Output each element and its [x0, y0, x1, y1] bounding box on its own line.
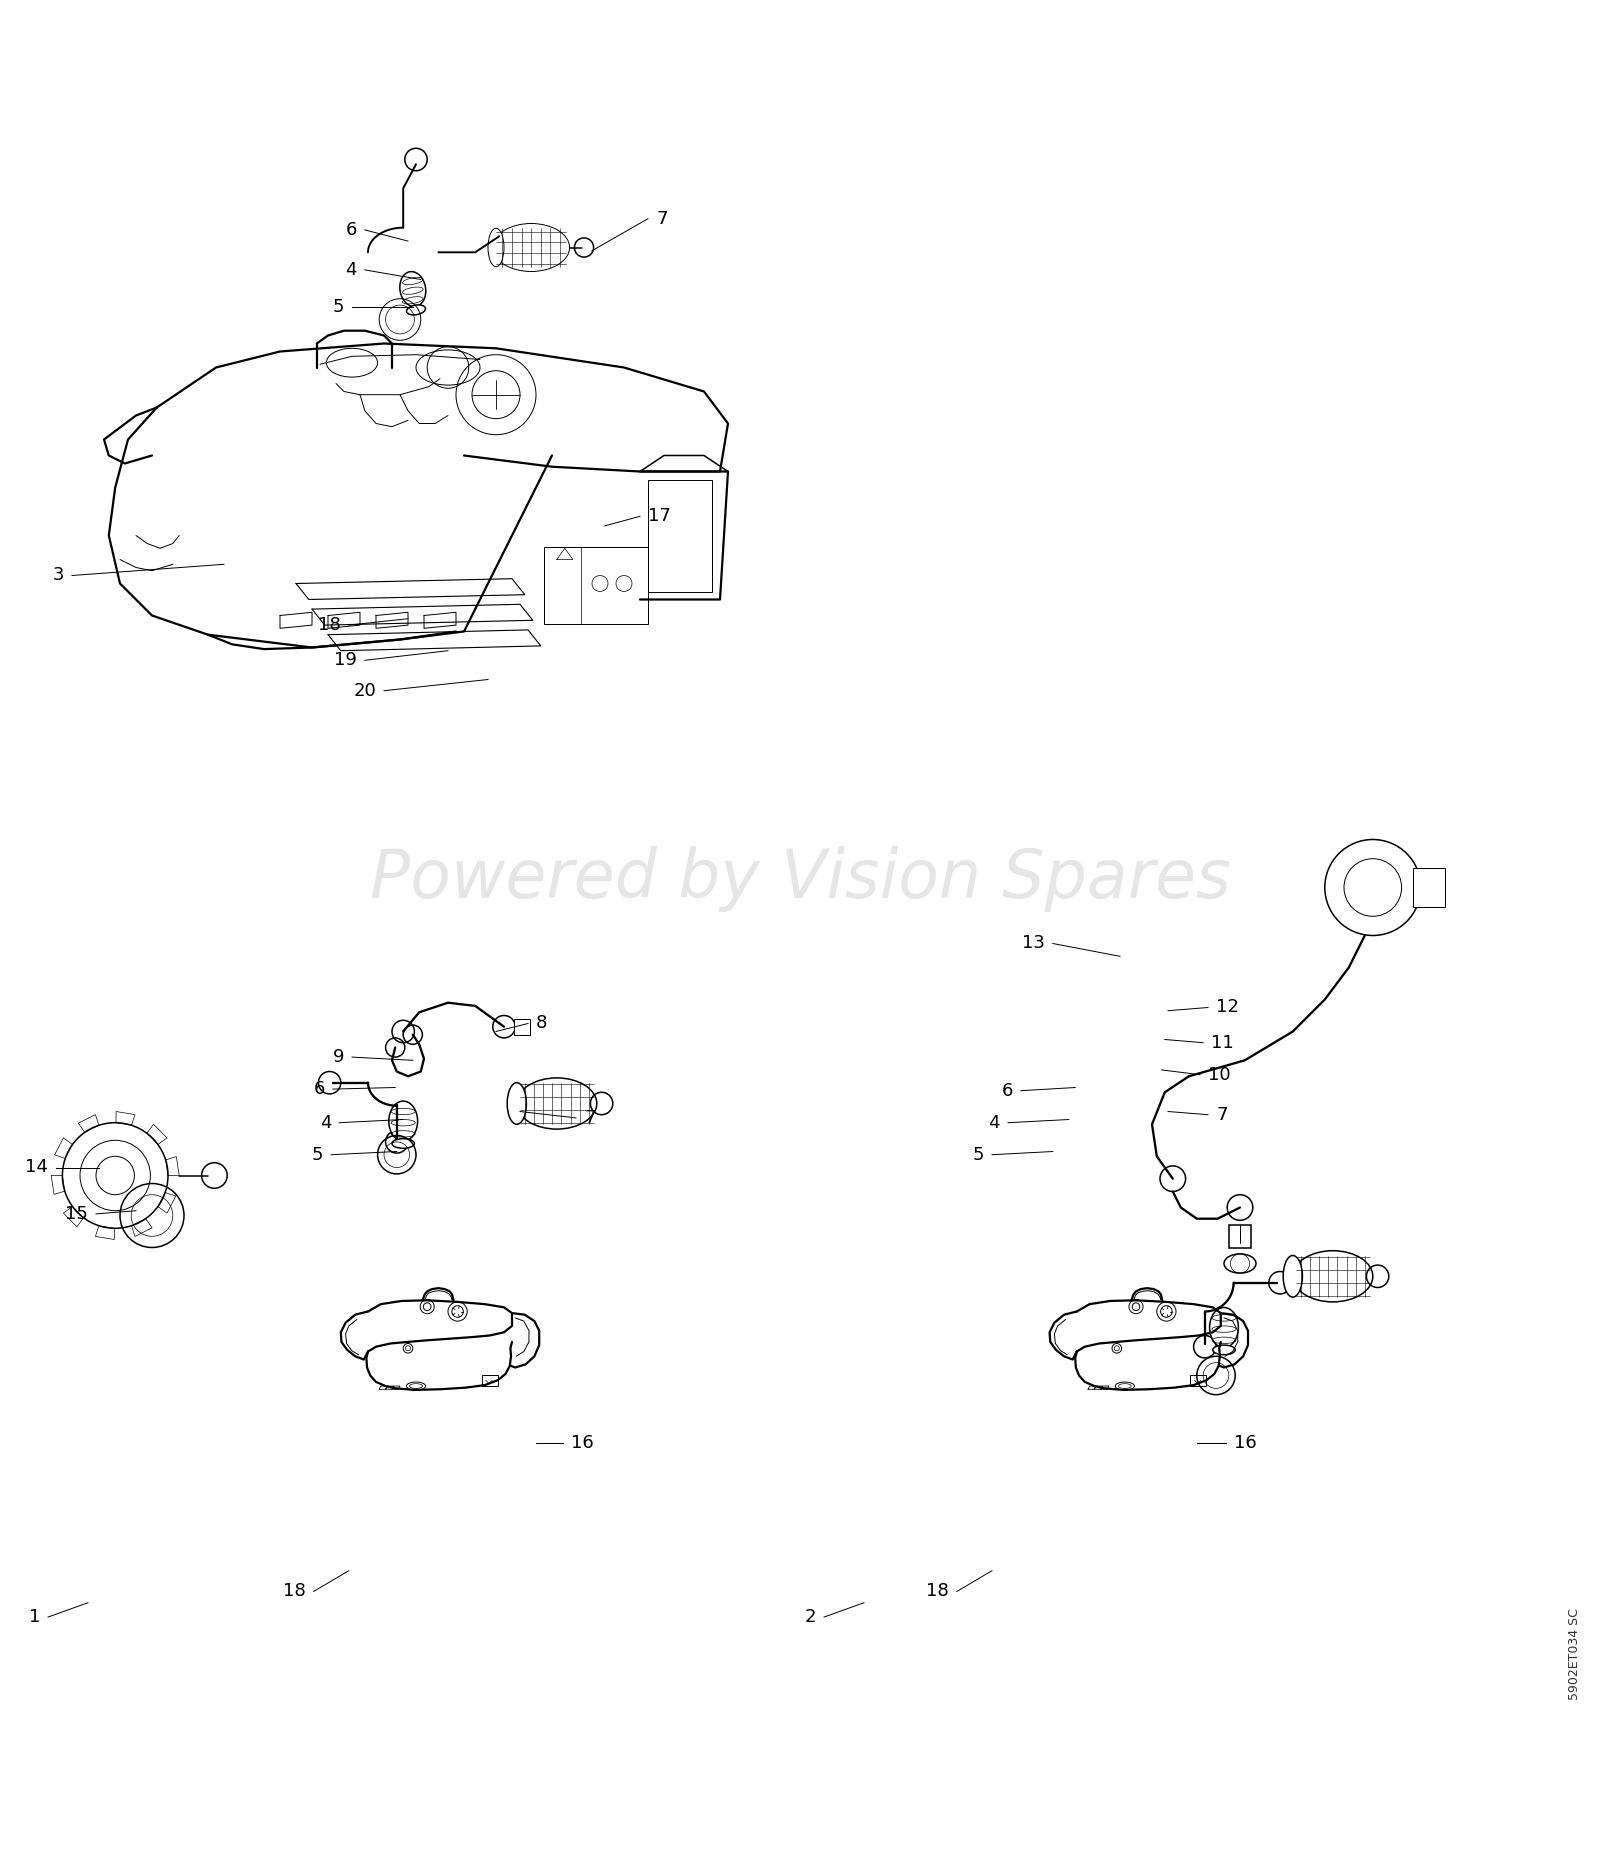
Text: 4: 4	[346, 260, 357, 279]
Ellipse shape	[1115, 1383, 1134, 1390]
Ellipse shape	[392, 1139, 414, 1149]
Ellipse shape	[493, 223, 570, 271]
Bar	[648, 479, 712, 591]
Text: 11: 11	[1211, 1033, 1234, 1052]
Text: 4: 4	[320, 1113, 331, 1132]
Text: Powered by Vision Spares: Powered by Vision Spares	[370, 846, 1230, 913]
Ellipse shape	[1293, 1250, 1373, 1302]
Bar	[482, 1375, 498, 1386]
Text: 15: 15	[66, 1205, 88, 1224]
Text: 5902ET034 SC: 5902ET034 SC	[1568, 1609, 1581, 1701]
Text: 5: 5	[973, 1145, 984, 1164]
Ellipse shape	[400, 271, 426, 307]
Text: 18: 18	[926, 1583, 949, 1600]
Ellipse shape	[517, 1078, 597, 1128]
Text: 3: 3	[53, 567, 64, 584]
Ellipse shape	[1283, 1255, 1302, 1297]
Text: 13: 13	[1022, 934, 1045, 952]
Text: 6: 6	[346, 221, 357, 239]
Ellipse shape	[416, 350, 480, 385]
Ellipse shape	[1118, 1385, 1131, 1388]
Text: 4: 4	[989, 1113, 1000, 1132]
Text: 9: 9	[333, 1048, 344, 1066]
Ellipse shape	[326, 348, 378, 378]
Text: 7: 7	[584, 1110, 595, 1126]
Text: 2: 2	[805, 1607, 816, 1626]
Text: 14: 14	[26, 1158, 48, 1177]
Text: 6: 6	[314, 1080, 325, 1098]
Text: 16: 16	[1234, 1433, 1256, 1452]
Ellipse shape	[410, 1385, 422, 1388]
Ellipse shape	[406, 305, 426, 314]
Ellipse shape	[1224, 1254, 1256, 1272]
Text: 18: 18	[318, 616, 341, 634]
Bar	[1413, 868, 1445, 907]
Bar	[544, 546, 648, 623]
Ellipse shape	[488, 228, 504, 268]
Text: 7: 7	[656, 210, 667, 228]
Bar	[514, 1018, 530, 1035]
Text: 10: 10	[1208, 1066, 1230, 1083]
Text: 16: 16	[571, 1433, 594, 1452]
Text: 5: 5	[312, 1145, 323, 1164]
Bar	[1229, 1226, 1251, 1248]
Ellipse shape	[507, 1083, 526, 1124]
Text: 18: 18	[283, 1583, 306, 1600]
Text: 17: 17	[648, 507, 670, 526]
Text: 6: 6	[1002, 1081, 1013, 1100]
Ellipse shape	[406, 1383, 426, 1390]
Text: 19: 19	[334, 651, 357, 670]
Ellipse shape	[389, 1102, 418, 1141]
Text: 7: 7	[1216, 1106, 1227, 1124]
Ellipse shape	[1213, 1345, 1235, 1355]
Text: 8: 8	[536, 1014, 547, 1033]
Text: 1: 1	[29, 1607, 40, 1626]
Ellipse shape	[1210, 1308, 1238, 1347]
Text: 5: 5	[333, 297, 344, 316]
Bar	[1190, 1375, 1206, 1386]
Text: 12: 12	[1216, 999, 1238, 1016]
Text: 20: 20	[354, 681, 376, 700]
